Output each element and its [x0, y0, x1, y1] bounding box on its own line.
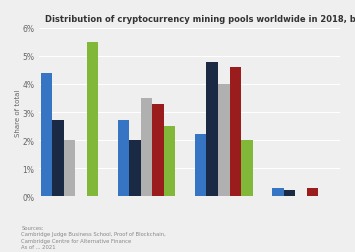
Bar	[141, 99, 152, 196]
Bar	[218, 85, 230, 196]
Bar	[52, 121, 64, 196]
Bar	[241, 140, 253, 196]
Bar	[272, 188, 284, 196]
Bar	[87, 43, 98, 196]
Bar	[152, 104, 164, 196]
Bar	[284, 191, 295, 196]
Bar	[207, 62, 218, 196]
Bar	[129, 140, 141, 196]
Bar	[195, 135, 207, 196]
Bar	[307, 188, 318, 196]
Bar	[230, 68, 241, 196]
Bar	[118, 121, 129, 196]
Text: Distribution of cryptocurrency mining pools worldwide in 2018, by region: Distribution of cryptocurrency mining po…	[45, 15, 355, 24]
Y-axis label: Share of total: Share of total	[15, 89, 21, 136]
Text: Sources:
Cambridge Judge Business School, Proof of Blockchain,
Cambridge Centre : Sources: Cambridge Judge Business School…	[21, 225, 166, 249]
Bar	[64, 140, 75, 196]
Bar	[164, 127, 175, 196]
Bar	[40, 74, 52, 196]
